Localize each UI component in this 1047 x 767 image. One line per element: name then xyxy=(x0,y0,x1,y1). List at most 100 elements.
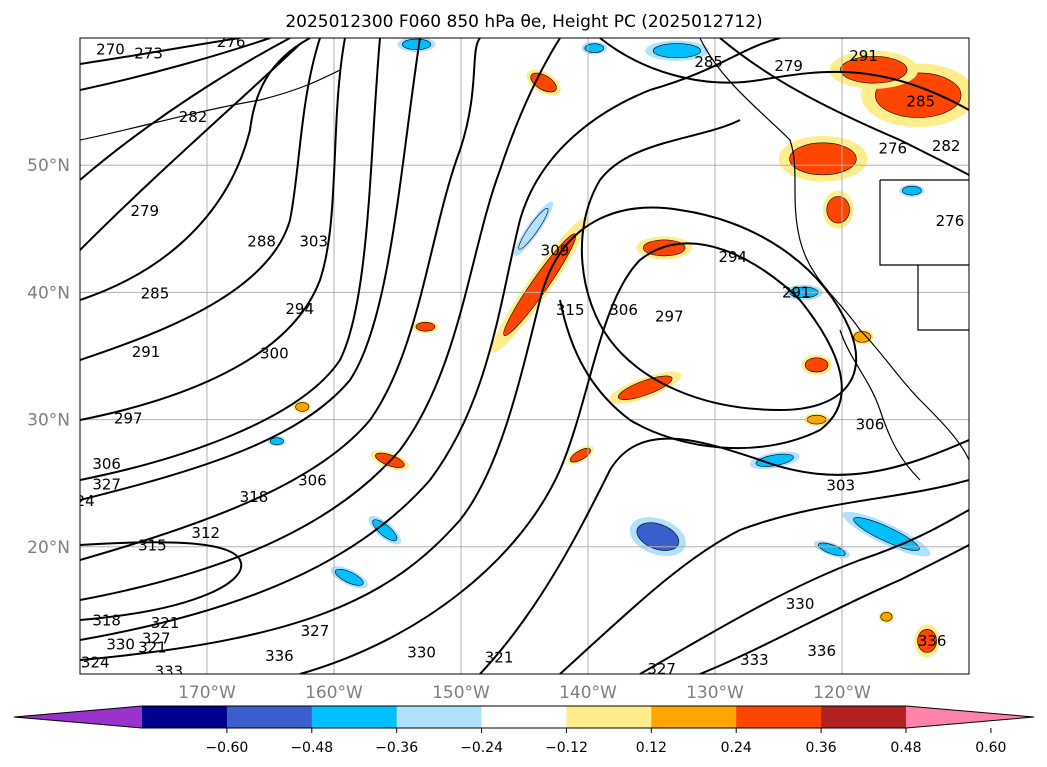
contour-label: 291 xyxy=(782,283,811,301)
shading-core xyxy=(415,321,436,332)
x-tick-label: 130°W xyxy=(686,683,744,703)
contour-label: 285 xyxy=(141,285,170,303)
contour-label: 279 xyxy=(130,202,159,220)
shading-core xyxy=(401,38,432,51)
colorbar-outline xyxy=(13,705,1035,729)
contour-line xyxy=(299,242,843,674)
colorbar-segment xyxy=(566,706,652,728)
contour-label: 282 xyxy=(932,137,961,155)
shading-core xyxy=(652,43,702,59)
contour-label: 318 xyxy=(92,612,121,630)
contour-line xyxy=(80,38,421,501)
shading-core xyxy=(372,519,398,542)
contour-label: 336 xyxy=(265,647,294,665)
contour-line xyxy=(80,38,241,65)
contour-line xyxy=(599,38,969,111)
shading-core xyxy=(804,357,829,373)
contour-label: 327 xyxy=(301,622,330,640)
colorbar-extend-low xyxy=(14,706,142,728)
contour-line xyxy=(80,38,311,301)
contour-label: 276 xyxy=(936,212,965,230)
shading-core xyxy=(334,568,364,586)
contour-label: 270 xyxy=(96,40,125,58)
shading-core xyxy=(503,233,577,336)
y-tick-label: 40°N xyxy=(27,283,70,303)
contour-line xyxy=(80,38,561,601)
contour-label: 336 xyxy=(918,632,947,650)
contour-line xyxy=(80,38,481,561)
contour-label: 306 xyxy=(92,455,121,473)
contour-label: 315 xyxy=(138,537,167,555)
coastline xyxy=(879,179,969,331)
y-tick-label: 50°N xyxy=(27,156,70,176)
contour-label: 297 xyxy=(114,409,143,427)
colorbar-segment xyxy=(142,706,228,728)
shading-core xyxy=(569,448,591,463)
y-tick-labels: 50°N 40°N 30°N 20°N xyxy=(27,156,70,558)
colorbar-tick-label: 0.24 xyxy=(721,740,752,756)
contour-label: 303 xyxy=(299,233,328,251)
contour-label: 306 xyxy=(609,301,638,319)
contour-label: 312 xyxy=(191,524,220,542)
contour-label: 294 xyxy=(285,300,314,318)
contour-line xyxy=(559,479,969,674)
contour-label: 321 xyxy=(151,614,180,632)
colorbar-segment xyxy=(226,706,313,728)
contour-label: 309 xyxy=(541,241,570,259)
contour-label: 24 xyxy=(76,492,95,510)
contour-label: 321 xyxy=(485,648,514,666)
contour-label: 327 xyxy=(647,660,676,678)
contour-label: 330 xyxy=(106,636,135,654)
height-contours xyxy=(80,38,969,674)
shading-core xyxy=(826,196,850,224)
contour-line xyxy=(80,38,271,91)
contour-line xyxy=(699,544,969,674)
contour-label: 285 xyxy=(694,53,723,71)
contour-label: 279 xyxy=(774,57,803,75)
shading-core xyxy=(295,402,310,412)
contour-label: 285 xyxy=(906,93,935,111)
x-tick-label: 170°W xyxy=(178,683,236,703)
coastline xyxy=(699,38,969,461)
map-area: 270 273 276 282 279 288 303 285 294 291 300 297 306 3… xyxy=(76,33,969,680)
colorbar-tick-label: −0.60 xyxy=(205,740,248,756)
x-tick-labels: 170°W 160°W 150°W 140°W 130°W 120°W xyxy=(178,683,871,703)
colorbar-tick-label: 0.60 xyxy=(975,740,1006,756)
colorbar: −0.60 −0.48 −0.36 −0.24 −0.12 0.12 0.24 0.36 0.4… xyxy=(13,705,1035,756)
shading-core xyxy=(636,522,680,551)
contour-label: 330 xyxy=(786,595,815,613)
shading-core xyxy=(853,517,920,551)
colorbar-tick-label: 0.12 xyxy=(636,740,667,756)
contour-label: 333 xyxy=(740,651,769,669)
x-tick-label: 160°W xyxy=(305,683,363,703)
contour-label: 324 xyxy=(81,654,110,672)
shading-core xyxy=(584,43,605,53)
shading-core xyxy=(840,56,908,84)
contour-line xyxy=(80,38,781,641)
contour-label: 276 xyxy=(217,33,246,51)
contour-line xyxy=(80,38,321,361)
shading-core xyxy=(880,612,893,622)
contour-label: 321 xyxy=(138,638,167,656)
shading-core xyxy=(789,142,857,176)
x-tick-label: 120°W xyxy=(813,683,871,703)
contour-label: 333 xyxy=(155,662,184,680)
colorbar-tick-label: −0.24 xyxy=(460,740,503,756)
colorbar-tick-label: 0.36 xyxy=(806,740,837,756)
contour-line xyxy=(80,541,243,621)
x-tick-label: 140°W xyxy=(559,683,617,703)
contour-line xyxy=(80,38,381,481)
shading-core xyxy=(818,542,846,557)
contour-line xyxy=(80,38,346,421)
contour-line xyxy=(80,38,291,181)
contour-label: 291 xyxy=(132,343,161,361)
contour-label: 303 xyxy=(826,477,855,495)
chart-title: 2025012300 F060 850 hPa θe, Height PC (2… xyxy=(285,12,762,32)
contour-label: 273 xyxy=(134,44,163,62)
contour-labels: 270 273 276 282 279 288 303 285 294 291 300 297 306 3… xyxy=(76,33,965,680)
contour-label: 330 xyxy=(407,643,436,661)
contour-label: 306 xyxy=(856,416,885,434)
contour-label: 327 xyxy=(92,475,121,493)
contour-label: 288 xyxy=(247,233,276,251)
